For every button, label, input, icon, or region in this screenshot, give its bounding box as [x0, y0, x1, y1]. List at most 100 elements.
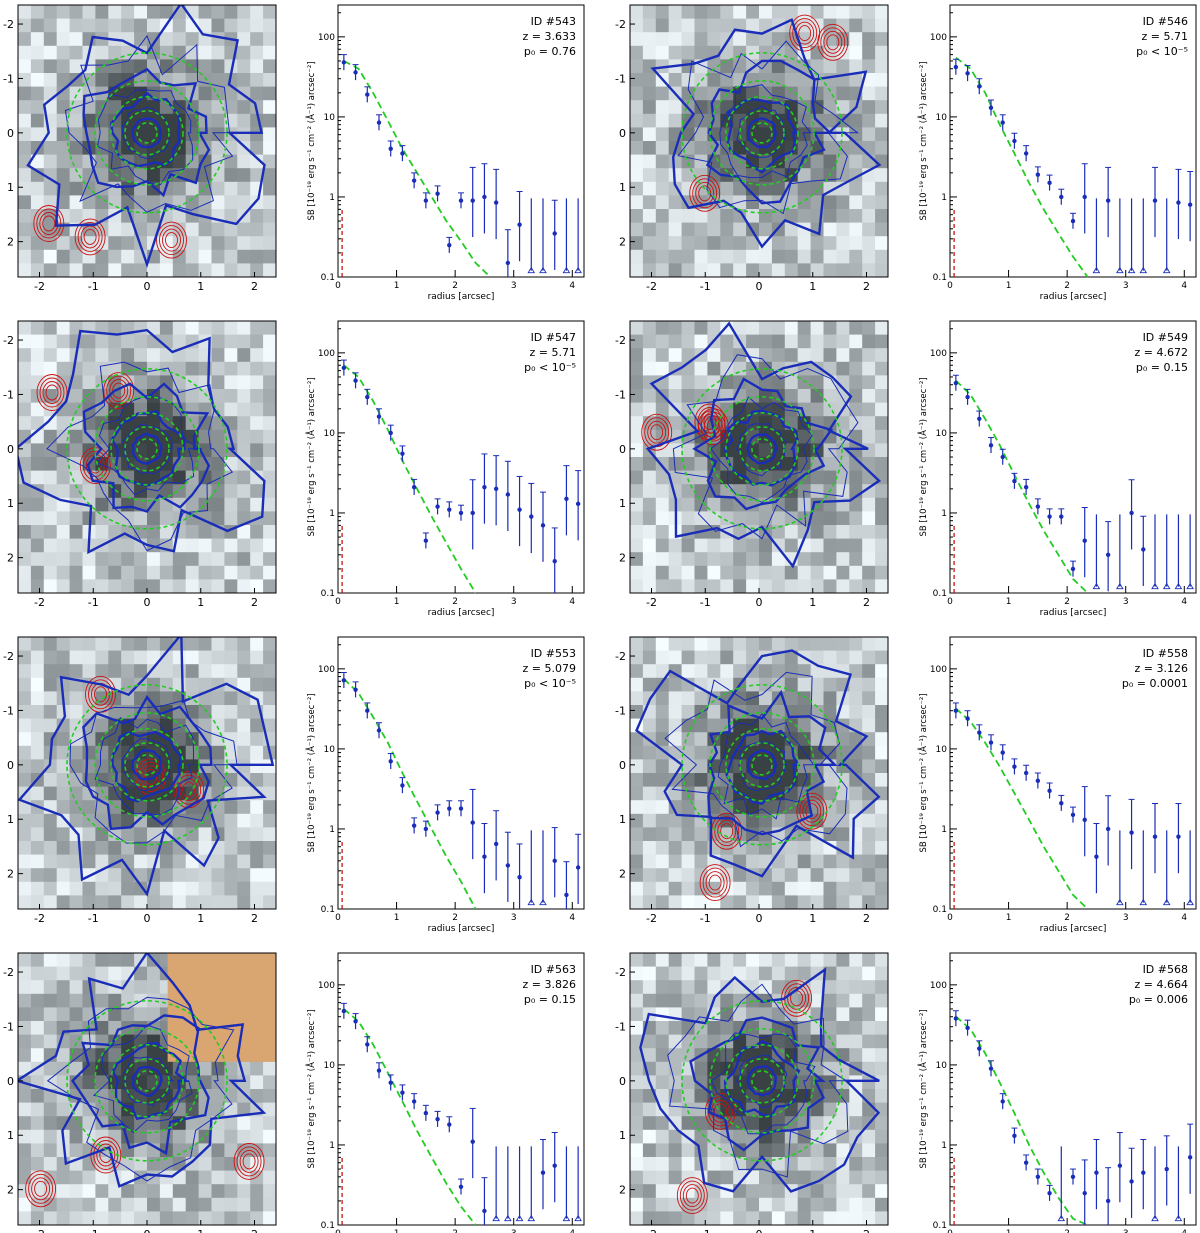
pixel-cell: [784, 1211, 799, 1225]
data-point: [458, 806, 464, 811]
y-tick-label: 1: [329, 1141, 335, 1151]
data-point: [353, 70, 358, 75]
pixel-cell: [18, 650, 32, 665]
y-tick-label: 2: [7, 1184, 14, 1197]
pixel-cell: [134, 1007, 148, 1022]
pixel-cell: [224, 59, 238, 74]
pixel-cell: [250, 334, 264, 349]
psf-contour: [751, 754, 773, 776]
data-point: [1012, 1133, 1017, 1139]
pixel-cell: [668, 348, 683, 363]
pixel-cell: [771, 1007, 786, 1022]
pixel-cell: [733, 552, 747, 567]
data-point: [1152, 198, 1158, 203]
pixel-cell: [263, 637, 276, 652]
redshift-label: z = 4.672: [1135, 346, 1188, 359]
pixel-cell: [771, 1184, 786, 1199]
pixel-cell: [172, 45, 187, 60]
pixel-cell: [198, 45, 213, 60]
pixel-cell: [655, 1157, 670, 1172]
pixel-cell: [263, 5, 276, 20]
pixel-cell: [147, 1170, 161, 1185]
pixel-cell: [69, 127, 84, 142]
pixel-cell: [250, 263, 264, 277]
pixel-cell: [797, 993, 812, 1008]
continuum-contour: [789, 14, 821, 52]
pixel-cell: [668, 1129, 683, 1144]
pixel-cell: [237, 443, 251, 458]
pixel-cell: [224, 1102, 238, 1117]
psf-contour: [66, 1000, 228, 1162]
pixel-cell: [224, 5, 238, 20]
pixel-cell: [263, 786, 276, 801]
pixel-cell: [18, 637, 32, 652]
pixel-cell: [862, 745, 876, 760]
data-point: [365, 394, 370, 400]
continuum-contour: [74, 218, 106, 256]
pixel-cell: [159, 800, 174, 815]
pixel-cell: [211, 1075, 225, 1090]
pixel-cell: [862, 484, 876, 499]
pixel-cell: [849, 127, 863, 142]
pixel-cell: [30, 497, 45, 512]
upper-limit-marker: [1092, 582, 1101, 590]
continuum-contour: [682, 1184, 702, 1208]
pixel-cell: [134, 321, 148, 336]
pixel-cell: [69, 141, 84, 156]
pixel-cell: [237, 1075, 251, 1090]
pixel-cell: [875, 953, 888, 968]
pixel-cell: [784, 1170, 799, 1185]
lya-contour: [707, 689, 838, 836]
pixel-cell: [630, 348, 644, 363]
pixel-cell: [707, 73, 721, 88]
pixel-cell: [823, 1129, 837, 1144]
pixel-cell: [823, 86, 837, 101]
x-tick-label: 1: [197, 596, 204, 609]
pixel-cell: [237, 718, 251, 733]
pixel-cell: [18, 5, 32, 20]
pixel-cell: [733, 45, 747, 60]
pixel-cell: [30, 732, 45, 747]
pixel-cell: [630, 705, 644, 720]
pixel-cell: [69, 86, 84, 101]
pixel-cell: [263, 429, 276, 444]
pixel-cell: [720, 1075, 734, 1090]
pixel-cell: [172, 1170, 187, 1185]
pixel-cell: [237, 18, 251, 33]
pixel-cell: [108, 966, 122, 981]
pixel-cell: [95, 429, 109, 444]
pixel-cell: [172, 263, 187, 277]
pixel-cell: [69, 484, 84, 499]
pixel-cell: [250, 881, 264, 896]
pixel-cell: [681, 538, 696, 553]
pixel-cell: [263, 1211, 276, 1225]
pixel-cell: [211, 1116, 225, 1131]
pixel-cell: [836, 195, 850, 210]
pixel-cell: [263, 841, 276, 856]
pixel-cell: [43, 1143, 58, 1158]
pixel-cell: [810, 1197, 825, 1212]
pixel-cell: [681, 1102, 696, 1117]
pixel-cell: [237, 854, 251, 869]
pixel-cell: [237, 677, 251, 692]
continuum-contour: [77, 221, 103, 252]
pixel-cell: [18, 854, 32, 869]
lya-contour: [692, 377, 834, 511]
pixel-cell: [642, 141, 657, 156]
pixel-cell: [237, 195, 251, 210]
pixel-cell: [630, 786, 644, 801]
pixel-cell: [668, 732, 683, 747]
pixel-cell: [263, 538, 276, 553]
pixel-cell: [250, 429, 264, 444]
pixel-cell: [147, 127, 161, 142]
pixel-cell: [172, 813, 187, 828]
upper-limit-marker: [562, 1214, 571, 1222]
pixel-cell: [720, 348, 734, 363]
pixel-cell: [134, 552, 148, 567]
pixel-cell: [823, 222, 837, 237]
pixel-cell: [655, 222, 670, 237]
pixel-cell: [823, 691, 837, 706]
pixel-cell: [655, 1184, 670, 1199]
pixel-cell: [250, 525, 264, 540]
